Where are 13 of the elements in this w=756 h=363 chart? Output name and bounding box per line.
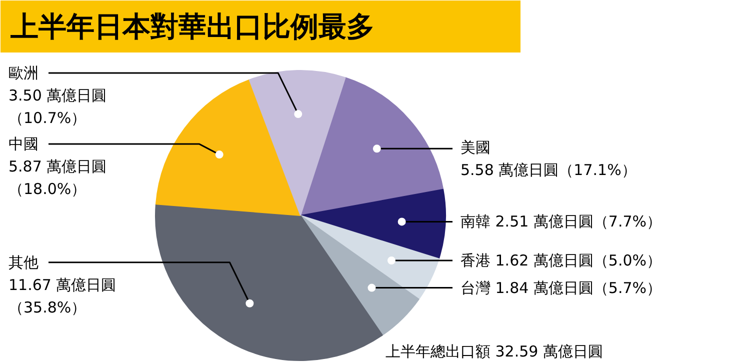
slice-label: 台灣 1.84 萬億日圓（5.7%） bbox=[460, 278, 662, 297]
data-label: 11.67 萬億日圓（35.8%） bbox=[8, 276, 116, 316]
slice-label: 中國 bbox=[8, 135, 38, 154]
slice-label: 南韓 2.51 萬億日圓（7.7%） bbox=[460, 212, 662, 231]
text: 上半年總出口額 32.59 萬億日圓 bbox=[386, 342, 603, 360]
data-label: 5.87 萬億日圓（18.0%） bbox=[8, 158, 107, 198]
data-label: 5.58 萬億日圓（17.1%） bbox=[460, 161, 636, 180]
slice-label: 歐洲 bbox=[8, 64, 38, 82]
slice-label: 美國 bbox=[460, 138, 490, 157]
slice-label: 香港 1.62 萬億日圓（5.0%） bbox=[460, 251, 662, 270]
data-label: 3.50 萬億日圓（10.7%） bbox=[8, 86, 107, 128]
chart-title: 上半年日本對華出口比例最多 bbox=[10, 10, 374, 43]
slice-label: 其他 bbox=[8, 253, 38, 272]
